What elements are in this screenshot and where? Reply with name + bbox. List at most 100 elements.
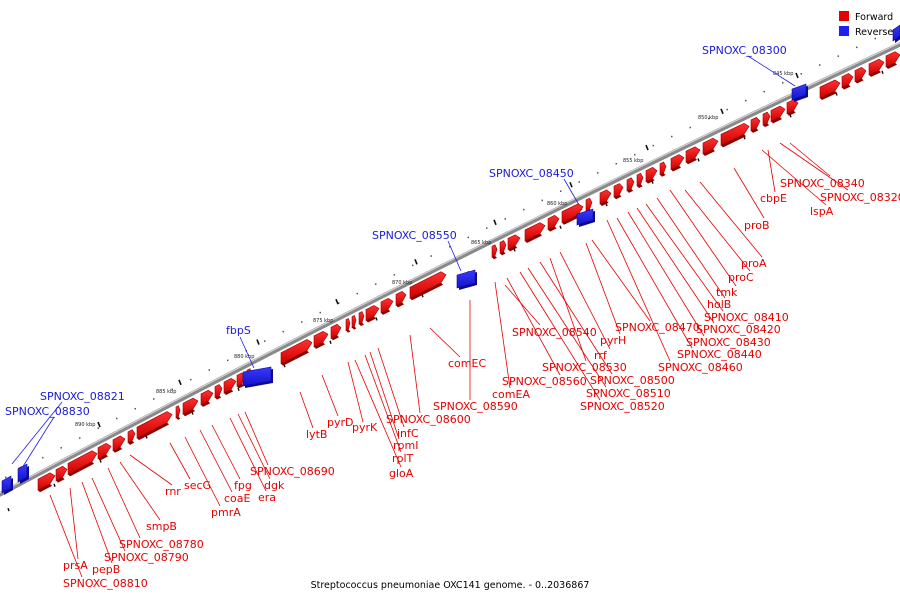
leader-line-forward xyxy=(645,203,724,312)
tick-inner xyxy=(329,340,332,344)
gene-label-forward: comEA xyxy=(492,388,530,401)
gene-arrow-forward xyxy=(112,435,126,452)
leader-line-forward xyxy=(49,494,83,578)
gene-arrow-shadow xyxy=(771,117,782,124)
leader-line-forward xyxy=(237,413,271,480)
gene-arrow-shadow xyxy=(562,214,580,225)
legend-reverse-swatch xyxy=(839,26,849,36)
tick-dot xyxy=(856,46,858,49)
gene-arrow-forward xyxy=(561,203,584,224)
tick-inner xyxy=(881,70,884,75)
leader-line-forward xyxy=(669,189,737,287)
reverse-genes xyxy=(1,24,900,495)
gene-label-forward: SPNOXC_08320 xyxy=(820,191,900,204)
gene-label-forward: SPNOXC_08410 xyxy=(704,311,789,324)
gene-arrow-forward xyxy=(762,111,771,126)
gene-arrow-shadow xyxy=(751,128,759,133)
leader-line-forward xyxy=(591,239,651,322)
tick-label: 885 kbp xyxy=(156,389,176,395)
gene-label-forward: rplT xyxy=(392,452,414,465)
gene-arrow-shadow xyxy=(660,173,666,177)
gene-arrow-forward xyxy=(645,167,658,183)
gene-arrow-shadow xyxy=(331,335,339,341)
tick-label: 870 kbp xyxy=(392,280,412,286)
gene-arrow-shadow xyxy=(381,309,391,315)
leader-line-forward xyxy=(616,217,693,349)
gene-arrow-forward xyxy=(280,339,313,365)
tick-major xyxy=(645,144,649,151)
gene-label-reverse: SPNOXC_08821 xyxy=(40,390,125,403)
gene-arrow-forward xyxy=(499,240,507,254)
gene-label-forward: coaE xyxy=(224,492,251,505)
tick-major xyxy=(795,72,799,79)
gene-arrow-reverse xyxy=(892,24,900,42)
leader-line-forward xyxy=(606,219,671,362)
gene-label-forward: SPNOXC_08520 xyxy=(580,400,665,413)
tick-dot xyxy=(42,456,44,459)
gene-arrow-reverse xyxy=(576,208,594,226)
leader-line-forward xyxy=(636,207,715,324)
legend-forward-label: Forward xyxy=(855,12,893,23)
tick-dot xyxy=(134,407,136,410)
gene-arrow-forward xyxy=(200,389,214,406)
leader-line-forward xyxy=(364,354,402,453)
tick-dot xyxy=(726,108,728,111)
tick-dot xyxy=(763,90,765,93)
tick-inner xyxy=(697,158,700,162)
leader-line-forward xyxy=(767,149,776,193)
gene-label-forward: SPNOXC_08590 xyxy=(433,400,518,413)
leader-line-forward xyxy=(699,181,763,258)
leader-line-forward xyxy=(347,361,364,423)
gene-label-forward: fpg xyxy=(234,479,252,492)
gene-arrow-shadow xyxy=(886,62,897,69)
gene-arrow-forward xyxy=(345,317,351,332)
tick-dot xyxy=(819,64,821,66)
leader-line-reverse xyxy=(747,55,796,87)
leader-line-forward xyxy=(789,142,831,177)
gene-label-forward: SPNOXC_08600 xyxy=(386,413,471,426)
tick-layer: 845 kbp 850 kbp 855 kbp 860 kbp 865 kbp … xyxy=(5,29,895,512)
leader-line-forward xyxy=(229,417,267,492)
gene-label-forward: tmk xyxy=(716,286,738,299)
gene-label-forward: lspA xyxy=(810,205,834,218)
gene-label-forward: SPNOXC_08340 xyxy=(780,177,865,190)
gene-arrow-shadow xyxy=(113,446,123,453)
gene-arrow-forward xyxy=(409,271,447,299)
tick-dot xyxy=(375,283,377,285)
gene-arrow-forward xyxy=(136,411,173,439)
gene-label-forward: SPNOXC_08440 xyxy=(677,348,762,361)
tick-inner xyxy=(237,387,240,392)
leader-line-forward xyxy=(81,481,113,564)
gene-arrow-shadow xyxy=(671,165,681,172)
tick-dot xyxy=(430,255,432,257)
gene-label-forward: SPNOXC_08540 xyxy=(512,326,597,339)
gene-label-reverse: SPNOXC_08450 xyxy=(489,167,574,180)
leader-line-forward xyxy=(377,347,405,428)
gene-arrow-forward xyxy=(127,429,136,444)
gene-label-forward: rrf xyxy=(594,349,608,362)
tick-inner xyxy=(375,317,378,321)
leader-line-reverse xyxy=(447,240,462,272)
gene-label-reverse: SPNOXC_08300 xyxy=(702,44,787,57)
leader-line-forward xyxy=(211,424,241,480)
gene-label-reverse: SPNOXC_08550 xyxy=(372,229,457,242)
gene-arrow-forward xyxy=(599,189,612,205)
gene-arrow-forward xyxy=(55,465,68,482)
gene-label-forward: pmrA xyxy=(211,506,241,519)
gene-label-forward: pyrH xyxy=(600,334,626,347)
gene-arrow-forward xyxy=(182,397,199,415)
gene-arrow-forward xyxy=(613,183,624,198)
gene-arrow-shadow xyxy=(201,401,211,407)
leader-line-forward xyxy=(733,167,765,219)
gene-arrow-shadow xyxy=(237,383,244,389)
tick-inner xyxy=(559,225,562,229)
tick-dot xyxy=(708,117,710,120)
tick-dot xyxy=(356,292,358,295)
tick-dot xyxy=(393,274,395,276)
gene-arrow-shadow xyxy=(492,255,497,260)
leader-line-forward xyxy=(761,149,827,206)
tick-dot xyxy=(97,427,99,429)
gene-arrow-shadow xyxy=(176,416,181,420)
gene-arrow-shadow xyxy=(627,188,634,193)
tick-dot xyxy=(652,144,654,147)
